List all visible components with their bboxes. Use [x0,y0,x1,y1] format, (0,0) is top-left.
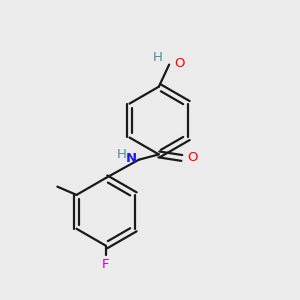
Text: F: F [102,258,110,271]
Text: N: N [126,152,137,165]
Text: H: H [117,148,126,161]
Text: O: O [187,152,198,164]
Text: H: H [153,51,163,64]
Text: O: O [174,57,185,70]
